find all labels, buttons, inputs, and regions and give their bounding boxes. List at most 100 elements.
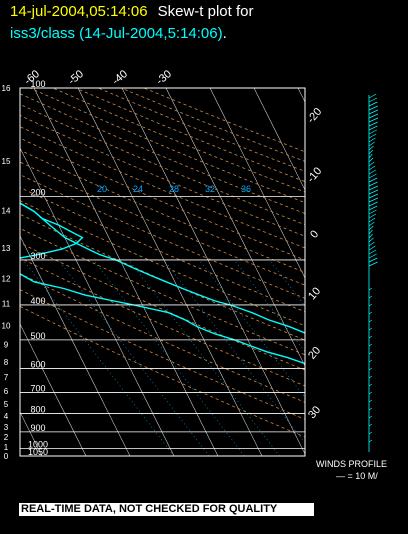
left-tick-label: 6 bbox=[4, 387, 9, 396]
wind-barb bbox=[368, 169, 376, 175]
dry-adiabat bbox=[20, 103, 305, 226]
right-temp-label: 20 bbox=[306, 345, 323, 362]
dry-adiabat bbox=[20, 186, 305, 313]
dry-adiabat bbox=[20, 227, 305, 356]
isotherm-line bbox=[121, 88, 305, 455]
dry-adiabat bbox=[20, 200, 305, 327]
mixing-ratio-line bbox=[304, 259, 305, 261]
top-temp-label: -50 bbox=[66, 68, 86, 87]
wind-barb bbox=[368, 149, 373, 155]
left-tick-label: 16 bbox=[2, 84, 11, 93]
wind-barb bbox=[368, 303, 373, 307]
wind-barb bbox=[368, 185, 378, 191]
wind-barb bbox=[368, 165, 376, 171]
header-title: Skew-t plot for bbox=[157, 3, 254, 20]
wind-barb bbox=[368, 237, 374, 243]
isotherm-line bbox=[342, 88, 408, 456]
wind-barb bbox=[368, 121, 378, 127]
dewpoint-trace bbox=[20, 202, 305, 365]
left-tick-label: 10 bbox=[2, 322, 11, 331]
right-temp-label: -10 bbox=[305, 165, 324, 185]
wind-barb bbox=[368, 407, 373, 411]
pressure-tick-label: 1050 bbox=[28, 447, 48, 457]
dry-adiabat bbox=[20, 257, 305, 387]
dry-adiabat bbox=[20, 149, 305, 273]
dry-adiabat bbox=[20, 273, 305, 403]
mixing-ratio-label: 24 bbox=[133, 184, 143, 194]
plot-frame bbox=[19, 87, 306, 457]
mixing-ratio-label: 20 bbox=[97, 184, 107, 194]
left-tick-label: 7 bbox=[4, 373, 9, 382]
header-subtitle: iss3/class (14-Jul-2004,5:14:06) bbox=[10, 25, 223, 42]
wind-barb bbox=[368, 101, 378, 107]
dry-adiabat bbox=[20, 114, 305, 237]
isotherm-line bbox=[77, 88, 263, 456]
dry-adiabat bbox=[120, 88, 305, 162]
wind-barb bbox=[368, 391, 373, 395]
pressure-tick-label: 500 bbox=[30, 331, 45, 341]
plot-area bbox=[20, 88, 408, 456]
left-tick-label: 11 bbox=[2, 300, 11, 309]
isotherm-line bbox=[20, 147, 175, 456]
dry-adiabat bbox=[75, 88, 305, 183]
header-line: 14-jul-2004,05:14:06 Skew-t plot for bbox=[10, 3, 253, 20]
wind-barb bbox=[368, 343, 373, 347]
wind-barb bbox=[368, 221, 375, 227]
left-tick-label: 9 bbox=[4, 341, 9, 350]
left-tick-label: 15 bbox=[2, 157, 11, 166]
dry-adiabat bbox=[20, 213, 305, 341]
pressure-tick-label: 800 bbox=[30, 404, 45, 414]
mixing-ratio-label: 36 bbox=[241, 184, 251, 194]
pressure-tick-label: 300 bbox=[30, 251, 45, 261]
isotherm-line bbox=[33, 88, 219, 456]
header-subtitle-tail: . bbox=[222, 25, 227, 42]
wind-barb bbox=[368, 327, 373, 331]
mixing-ratio-label: 28 bbox=[169, 184, 179, 194]
wind-barb bbox=[368, 129, 377, 135]
right-temp-label: 10 bbox=[306, 285, 323, 302]
top-temp-label: -30 bbox=[154, 68, 174, 87]
wind-barb bbox=[368, 217, 376, 223]
mixing-ratio-line bbox=[22, 259, 175, 456]
mixing-ratio-line bbox=[340, 260, 408, 456]
wind-barb bbox=[368, 201, 378, 207]
wind-barb bbox=[368, 189, 379, 195]
wind-barb bbox=[368, 375, 373, 379]
dry-adiabat bbox=[98, 88, 305, 172]
wind-barb bbox=[368, 197, 378, 203]
wind-barb bbox=[368, 431, 373, 435]
isotherm-line bbox=[297, 88, 305, 103]
wind-barb bbox=[368, 213, 377, 219]
dry-adiabat bbox=[20, 289, 305, 420]
pressure-tick-label: 200 bbox=[30, 187, 45, 197]
wind-barb bbox=[368, 245, 376, 251]
wind-barb bbox=[368, 351, 373, 355]
dry-adiabat bbox=[20, 161, 305, 286]
isotherm-line bbox=[209, 88, 305, 279]
right-temp-label: 30 bbox=[306, 404, 323, 421]
isotherm-line bbox=[165, 88, 305, 367]
left-tick-label: 0 bbox=[4, 452, 9, 461]
isotherm-line bbox=[386, 88, 408, 456]
wind-barb bbox=[368, 93, 377, 99]
top-temp-label: -40 bbox=[110, 68, 130, 87]
mixing-ratio-label: 32 bbox=[205, 184, 215, 194]
pressure-tick-label: 700 bbox=[30, 384, 45, 394]
wind-barb bbox=[368, 423, 373, 427]
wind-barb bbox=[368, 137, 376, 143]
wind-barb bbox=[368, 193, 379, 199]
winds-profile-label: WINDS PROFILE bbox=[316, 459, 388, 469]
wind-barb bbox=[368, 359, 373, 363]
wind-barb bbox=[368, 335, 373, 339]
wind-barb bbox=[368, 153, 373, 159]
wind-barb bbox=[368, 261, 378, 267]
dry-adiabat bbox=[143, 88, 305, 153]
wind-barb bbox=[368, 253, 377, 259]
dry-adiabat bbox=[20, 242, 305, 371]
wind-barb bbox=[368, 125, 378, 131]
wind-barb bbox=[368, 319, 373, 323]
quality-notice: REAL-TIME DATA, NOT CHECKED FOR QUALITY bbox=[19, 503, 314, 516]
wind-barb bbox=[368, 157, 374, 163]
dry-adiabat bbox=[20, 174, 305, 299]
wind-barb bbox=[368, 141, 375, 147]
